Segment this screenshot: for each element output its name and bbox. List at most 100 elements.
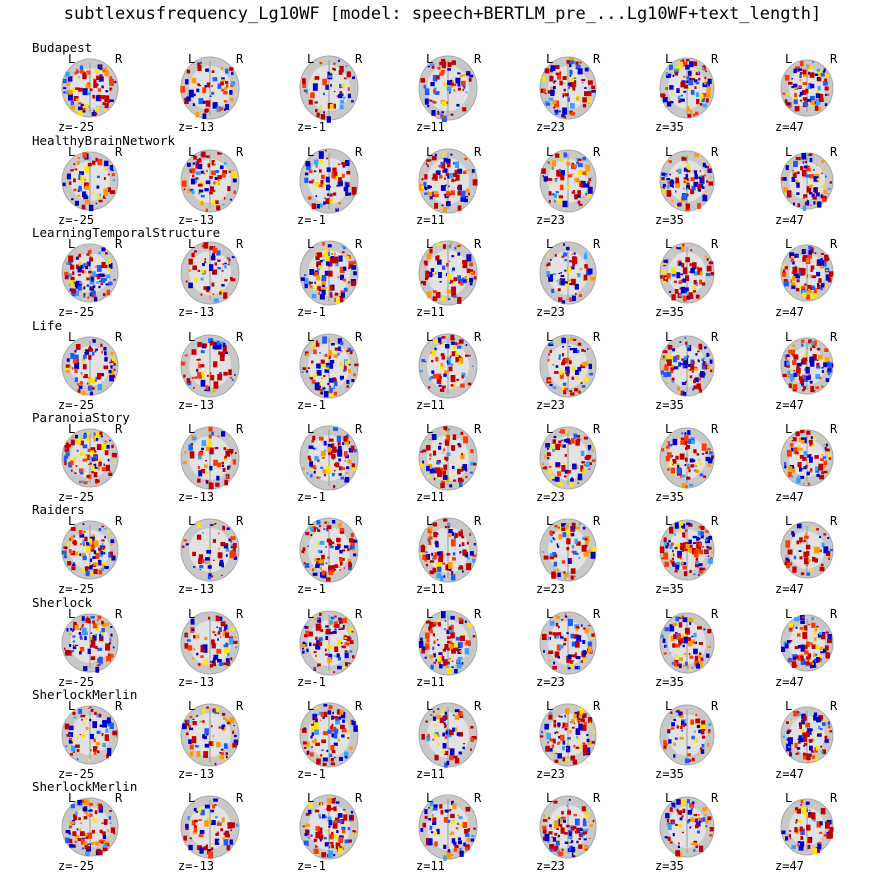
activation-voxel (446, 522, 451, 526)
activation-voxel (591, 85, 595, 89)
slice-z-label: z=11 (416, 582, 445, 596)
activation-voxel (670, 635, 675, 642)
activation-voxel (311, 726, 315, 732)
activation-voxel (222, 837, 225, 840)
activation-voxel (328, 819, 333, 826)
activation-voxel (433, 477, 436, 481)
activation-voxel (810, 642, 813, 645)
activation-voxel (451, 255, 455, 258)
activation-voxel (98, 547, 102, 552)
activation-voxel (340, 627, 345, 630)
activation-voxel (338, 557, 342, 560)
activation-voxel (110, 369, 115, 376)
activation-voxel (109, 810, 112, 812)
activation-voxel (823, 80, 825, 83)
activation-voxel (231, 170, 237, 174)
activation-voxel (229, 550, 235, 559)
activation-voxel (680, 542, 685, 551)
left-orientation-label: L (188, 145, 196, 159)
activation-voxel (89, 462, 92, 465)
activation-voxel (571, 522, 576, 528)
activation-voxel (667, 344, 673, 350)
activation-voxel (671, 722, 675, 727)
activation-voxel (337, 276, 340, 278)
activation-voxel (577, 163, 583, 168)
activation-voxel (565, 430, 568, 434)
activation-voxel (558, 297, 563, 302)
activation-voxel (203, 100, 206, 104)
activation-voxel (83, 666, 88, 671)
activation-voxel (667, 379, 670, 382)
activation-voxel (209, 95, 212, 97)
activation-voxel (794, 265, 797, 267)
activation-voxel (552, 364, 554, 366)
activation-voxel (827, 361, 831, 367)
activation-voxel (186, 96, 191, 102)
activation-voxel (457, 191, 461, 196)
activation-voxel (702, 546, 705, 548)
activation-voxel (205, 446, 210, 451)
brain-slice-image (180, 56, 240, 120)
activation-voxel (347, 737, 350, 739)
activation-voxel (68, 89, 73, 95)
activation-voxel (331, 821, 334, 824)
activation-voxel (99, 431, 103, 436)
activation-voxel (688, 369, 691, 371)
activation-voxel (421, 359, 425, 363)
activation-voxel (787, 746, 791, 750)
activation-voxel (210, 661, 213, 663)
activation-voxel (330, 256, 334, 259)
activation-voxel (662, 367, 665, 370)
activation-voxel (674, 737, 677, 740)
activation-voxel (110, 539, 115, 544)
activation-voxel (85, 726, 89, 731)
activation-voxel (109, 551, 113, 554)
activation-voxel (816, 90, 819, 94)
activation-voxel (332, 822, 338, 829)
activation-voxel (326, 538, 331, 543)
activation-voxel (443, 83, 448, 87)
activation-voxel (429, 654, 434, 659)
activation-voxel (324, 369, 330, 373)
activation-voxel (440, 660, 443, 663)
activation-voxel (557, 471, 561, 477)
activation-voxel (424, 192, 428, 195)
activation-voxel (562, 359, 565, 363)
activation-voxel (564, 259, 567, 262)
activation-voxel (107, 829, 110, 833)
activation-voxel (104, 357, 108, 362)
activation-voxel (555, 365, 559, 368)
activation-voxel (443, 157, 448, 163)
activation-voxel (789, 752, 792, 757)
activation-voxel (211, 660, 216, 663)
activation-voxel (104, 528, 107, 530)
activation-voxel (87, 448, 91, 452)
activation-voxel (319, 352, 321, 354)
activation-voxel (662, 638, 666, 643)
activation-voxel (458, 751, 462, 755)
activation-voxel (680, 440, 685, 445)
activation-voxel (70, 100, 74, 105)
activation-voxel (446, 357, 451, 363)
right-orientation-label: R (355, 422, 363, 436)
activation-voxel (311, 732, 314, 737)
activation-voxel (459, 732, 463, 737)
activation-voxel (220, 81, 224, 86)
activation-voxel (90, 540, 94, 545)
activation-voxel (92, 387, 95, 390)
activation-voxel (219, 559, 224, 563)
activation-voxel (687, 364, 692, 367)
activation-voxel (101, 350, 104, 354)
brain-slice-image (659, 150, 715, 212)
activation-voxel (328, 350, 332, 356)
activation-voxel (686, 182, 690, 185)
activation-voxel (315, 832, 320, 839)
activation-voxel (454, 161, 460, 168)
activation-voxel (577, 349, 580, 353)
activation-voxel (822, 719, 827, 722)
activation-voxel (583, 350, 586, 352)
activation-voxel (230, 822, 235, 828)
activation-voxel (562, 93, 566, 96)
activation-voxel (559, 110, 561, 113)
